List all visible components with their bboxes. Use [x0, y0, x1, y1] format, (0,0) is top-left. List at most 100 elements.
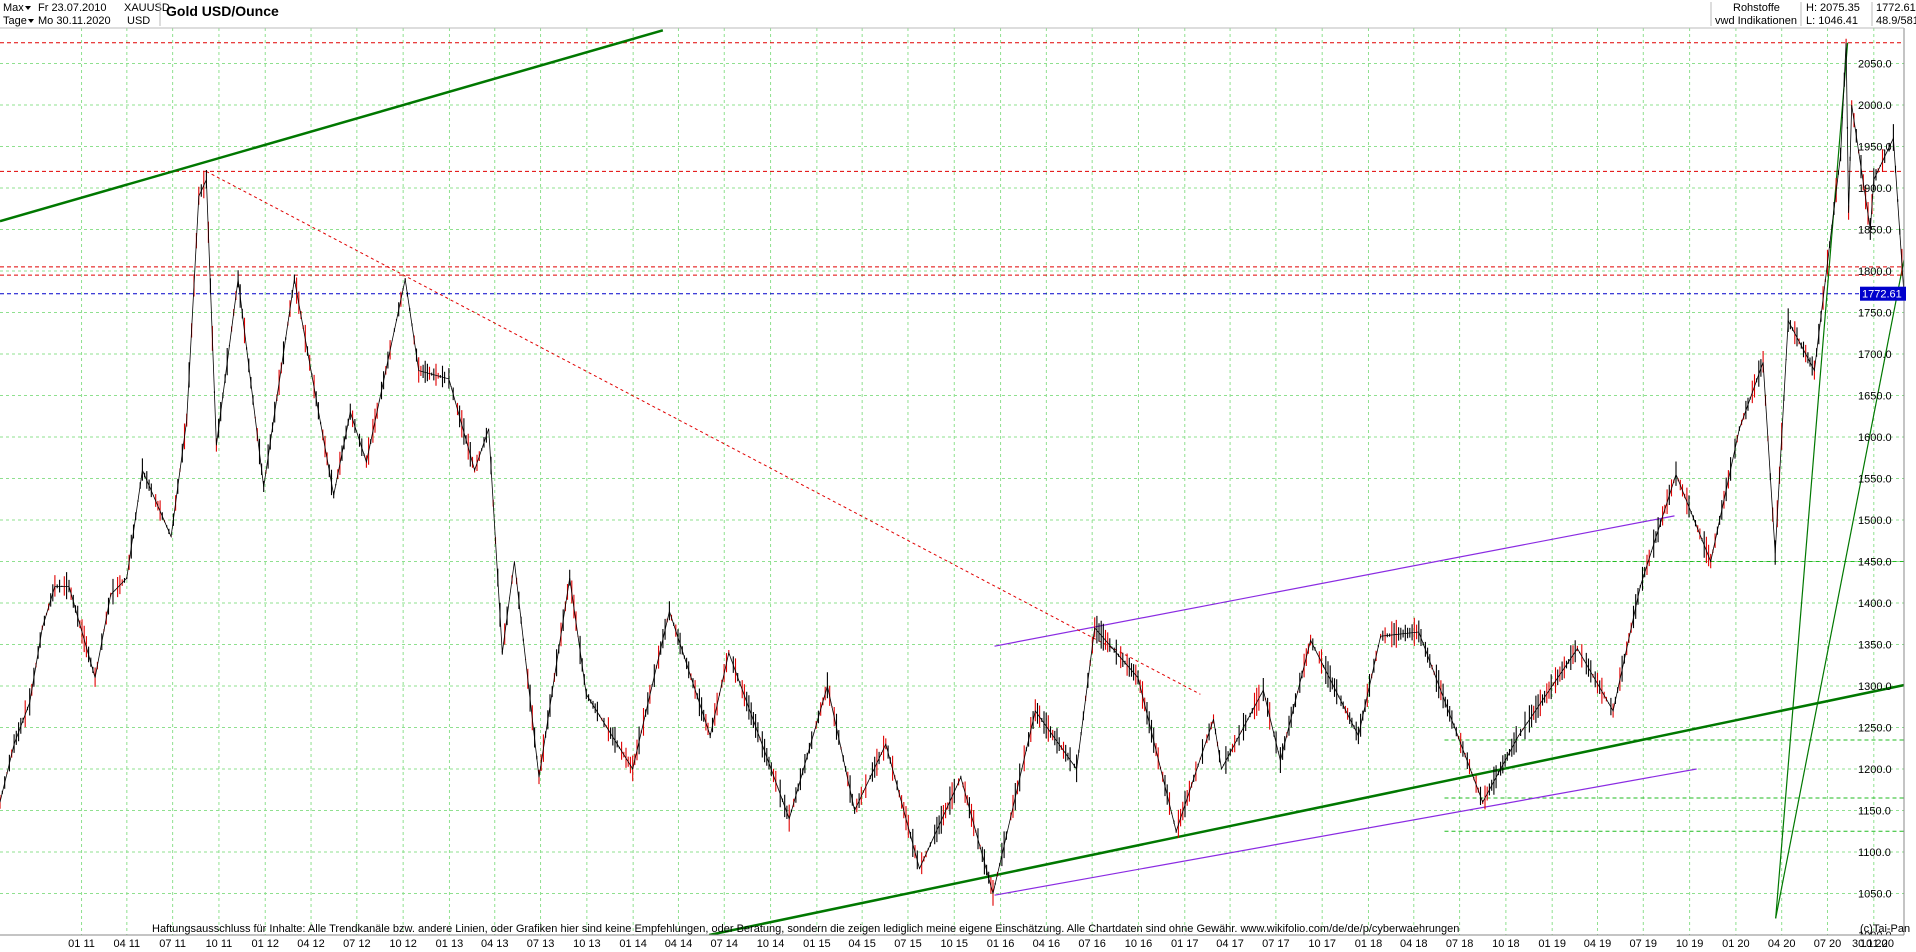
period-select[interactable]: Max	[3, 2, 24, 14]
y-tick-label: 1750.0	[1858, 308, 1892, 320]
x-tick-label: 10 16	[1125, 938, 1153, 950]
y-tick-label: 1950.0	[1858, 142, 1892, 154]
y-tick-label: 1100.0	[1858, 847, 1891, 859]
horizontal-levels	[0, 42, 1904, 832]
current-price-box	[1860, 286, 1906, 301]
y-tick-label: 1200.0	[1858, 764, 1892, 776]
y-axis-ticks: 1000.01050.01100.01150.01200.01250.01300…	[1858, 59, 1892, 943]
y-tick-label: 1400.0	[1858, 598, 1892, 610]
y-tick-label: 1700.0	[1858, 349, 1892, 361]
symbol-label: XAUUSD	[124, 2, 170, 14]
x-tick-label: 01 19	[1538, 938, 1566, 950]
x-tick-label: 01 14	[619, 938, 647, 950]
change-value: 48.9/581.9	[1876, 15, 1916, 27]
x-tick-label: 10 14	[757, 938, 785, 950]
x-tick-label: 07 12	[343, 938, 371, 950]
y-tick-label: 1350.0	[1858, 640, 1892, 652]
trend-line	[994, 768, 1697, 896]
disclaimer-text: Haftungsausschluss für Inhalte: Alle Tre…	[152, 923, 1459, 935]
y-tick-label: 2000.0	[1858, 100, 1892, 112]
x-tick-label: 07 16	[1078, 938, 1106, 950]
current-price-value: 1772.61	[1862, 289, 1902, 301]
category-label: Rohstoffe	[1733, 2, 1780, 14]
x-tick-label: 04 20	[1768, 938, 1796, 950]
x-tick-label: 10 20	[1860, 938, 1888, 950]
price-series-line	[0, 42, 1905, 894]
bottom-axis-panel	[0, 935, 1916, 952]
x-tick-label: 07 14	[710, 938, 738, 950]
currency-label: USD	[127, 15, 150, 27]
trend-line	[206, 170, 1201, 695]
x-tick-label: 01 11	[68, 938, 95, 950]
low-label: L: 1046.41	[1806, 15, 1858, 27]
x-tick-label: 10 11	[206, 938, 233, 950]
x-tick-label: 07 20	[1814, 938, 1842, 950]
x-tick-label: 04 18	[1400, 938, 1428, 950]
x-tick-label: 07 15	[894, 938, 922, 950]
price-series	[0, 38, 1905, 906]
x-tick-label: 10 18	[1492, 938, 1520, 950]
x-tick-label: 04 15	[848, 938, 876, 950]
x-tick-label: 04 14	[665, 938, 693, 950]
x-tick-label: 10 17	[1308, 938, 1336, 950]
y-tick-label: 1850.0	[1858, 225, 1892, 237]
x-tick-label: 04 16	[1033, 938, 1061, 950]
trend-line	[994, 515, 1675, 647]
header-bar	[0, 0, 1916, 28]
interval-chevron-down-icon[interactable]	[28, 19, 34, 23]
x-tick-label: 01 16	[987, 938, 1015, 950]
trend-line	[0, 29, 664, 223]
trend-line	[708, 681, 1916, 937]
x-tick-label: 01 12	[251, 938, 279, 950]
y-tick-label: 1650.0	[1858, 391, 1892, 403]
x-tick-label: 07 17	[1262, 938, 1290, 950]
trend-line	[1775, 195, 1916, 919]
current-price-tag: 1772.61	[1860, 286, 1906, 301]
trend-line	[1775, 42, 1849, 919]
x-tick-label: 04 11	[113, 938, 140, 950]
x-tick-label: 01 20	[1722, 938, 1750, 950]
x-tick-label: 10 12	[389, 938, 417, 950]
interval-select[interactable]: Tage	[3, 15, 27, 27]
x-tick-label: 07 18	[1446, 938, 1474, 950]
x-tick-label: 01 13	[436, 938, 464, 950]
trend-lines	[0, 29, 1916, 937]
x-tick-label: 04 19	[1584, 938, 1612, 950]
to-date: Mo 30.11.2020	[38, 15, 111, 27]
chart-title: Gold USD/Ounce	[166, 3, 279, 19]
y-tick-label: 1550.0	[1858, 474, 1892, 486]
x-tick-label: 10 19	[1676, 938, 1704, 950]
x-tick-label: 07 19	[1630, 938, 1658, 950]
right-axis-panel	[1904, 22, 1916, 952]
y-tick-label: 1900.0	[1858, 183, 1892, 195]
x-tick-label: 07 11	[159, 938, 186, 950]
x-tick-label: 10 15	[940, 938, 968, 950]
end-date-label: 30.11.20	[1852, 938, 1894, 950]
high-label: H: 2075.35	[1806, 2, 1860, 14]
grid	[0, 22, 1904, 936]
from-date: Fr 23.07.2010	[38, 2, 107, 14]
last-value: 1772.61	[1876, 2, 1916, 14]
y-tick-label: 1450.0	[1858, 557, 1892, 569]
y-tick-label: 1050.0	[1858, 889, 1892, 901]
y-tick-label: 1250.0	[1858, 723, 1892, 735]
copyright-text: (c)Tai-Pan	[1860, 923, 1910, 935]
y-tick-label: 1800.0	[1858, 266, 1892, 278]
y-tick-label: 1600.0	[1858, 432, 1892, 444]
x-tick-label: 04 12	[297, 938, 325, 950]
y-tick-label: 1150.0	[1858, 806, 1891, 818]
x-tick-label: 04 17	[1216, 938, 1244, 950]
x-tick-label: 07 13	[527, 938, 555, 950]
source-label: vwd Indikationen	[1715, 15, 1797, 27]
y-tick-label: 1500.0	[1858, 515, 1892, 527]
x-tick-label: 01 18	[1355, 938, 1383, 950]
y-tick-label: 2050.0	[1858, 59, 1892, 71]
y-tick-label: 1300.0	[1858, 681, 1892, 693]
x-tick-label: 10 13	[573, 938, 601, 950]
x-tick-label: 04 13	[481, 938, 509, 950]
x-axis-ticks: 01 11 04 11 07 11 10 11 01 12 04 12 07 12 10 12…	[68, 938, 1887, 950]
x-tick-label: 01 15	[803, 938, 831, 950]
period-chevron-down-icon[interactable]	[25, 6, 31, 10]
